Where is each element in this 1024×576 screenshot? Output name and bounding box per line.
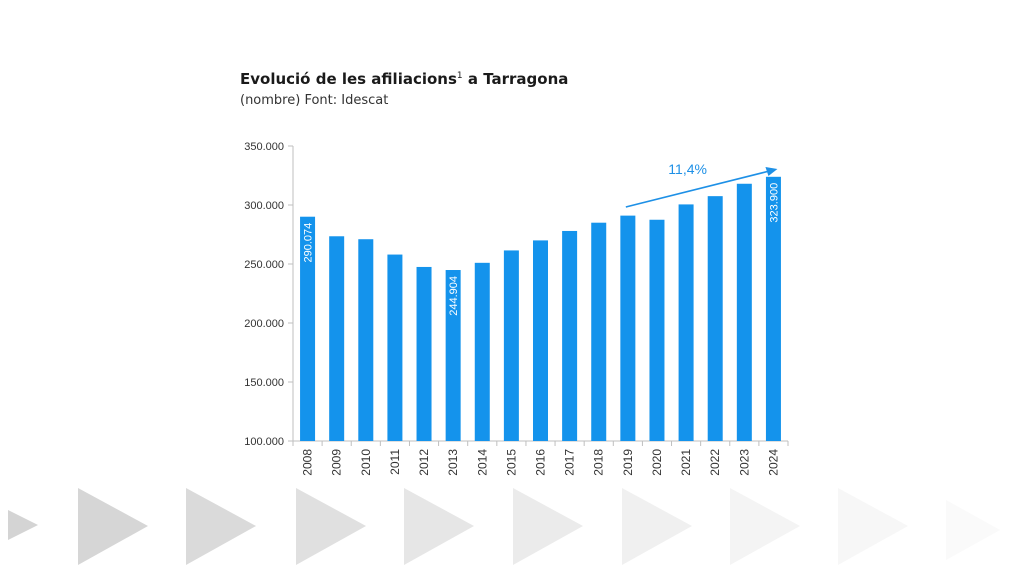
data-label-2013: 244.904 [448, 276, 460, 316]
x-tick-label: 2020 [650, 449, 664, 476]
x-tick-label: 2014 [475, 449, 489, 476]
growth-annotation-label: 11,4% [668, 161, 707, 177]
bar-2022 [707, 196, 723, 441]
chevron-icon [946, 500, 1000, 560]
chart-title-footnote-mark: 1 [456, 71, 463, 81]
x-tick-label: 2018 [592, 449, 606, 476]
x-tick-label: 2012 [417, 449, 431, 476]
x-tick-label: 2024 [766, 449, 780, 476]
x-tick-label: 2021 [679, 449, 693, 476]
chart-title-suffix: a Tarragona [462, 70, 569, 88]
bar-2018 [591, 222, 607, 441]
bar-2011 [387, 254, 403, 441]
data-label-2008: 290.074 [303, 223, 315, 263]
chevron-icon [513, 488, 583, 565]
bar-2015 [503, 250, 519, 441]
chevron-icon [730, 488, 800, 565]
bar-2020 [649, 219, 665, 441]
bar-2014 [474, 262, 490, 441]
x-tick-label: 2019 [621, 449, 635, 476]
y-tick-label: 150.000 [244, 377, 284, 389]
bar-2016 [533, 240, 548, 441]
growth-arrow-line [625, 170, 770, 208]
chevron-icon [78, 488, 148, 565]
x-tick-label: 2022 [708, 449, 722, 476]
chevron-icon [296, 488, 366, 565]
x-tick-label: 2011 [388, 449, 402, 475]
x-tick-label: 2016 [534, 449, 548, 476]
chart-title-main: Evolució de les afiliacions [240, 70, 457, 88]
chart-subtitle: (nombre) Font: Idescat [240, 93, 389, 108]
bar-2013 [445, 270, 461, 441]
chevron-icon [838, 488, 908, 565]
bar-2024 [765, 176, 781, 441]
y-tick-label: 200.000 [244, 318, 284, 330]
bar-2010 [358, 239, 374, 441]
x-tick-label: 2017 [563, 449, 577, 476]
y-tick-label: 250.000 [244, 259, 284, 271]
growth-arrow-head-icon [765, 167, 778, 176]
y-tick-label: 100.000 [244, 436, 284, 448]
chart-title: Evolució de les afiliacions1 a Tarragona [240, 70, 568, 88]
bar-2017 [562, 230, 578, 441]
y-tick-label: 300.000 [244, 200, 284, 212]
x-tick-label: 2013 [446, 449, 460, 476]
x-tick-label: 2023 [737, 449, 751, 476]
y-tick-label: 350.000 [244, 141, 284, 153]
bar-2019 [620, 215, 636, 441]
chevron-icon [404, 488, 474, 565]
chevron-icon [8, 510, 38, 540]
chevron-icon [186, 488, 256, 565]
bar-2012 [416, 266, 432, 441]
chevron-icon [622, 488, 692, 565]
x-tick-label: 2015 [504, 449, 518, 476]
bar-2021 [678, 204, 694, 441]
bar-2023 [736, 183, 752, 441]
bar-2008 [300, 216, 316, 441]
data-label-2024: 323.900 [768, 183, 780, 223]
x-tick-label: 2009 [330, 449, 344, 476]
bar-2009 [329, 236, 345, 441]
x-tick-label: 2010 [359, 449, 373, 476]
x-tick-label: 2008 [301, 449, 315, 476]
